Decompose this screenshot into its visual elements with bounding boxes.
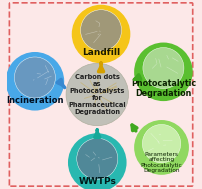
- Circle shape: [134, 120, 188, 175]
- Circle shape: [6, 52, 64, 111]
- Text: WWTPs: WWTPs: [78, 177, 116, 186]
- Text: Carbon dots
as
Photocatalysts
for
Pharmaceutical
Degradation: Carbon dots as Photocatalysts for Pharma…: [68, 74, 125, 115]
- Circle shape: [14, 57, 55, 98]
- Circle shape: [76, 138, 117, 179]
- Circle shape: [68, 133, 126, 189]
- Text: Incineration: Incineration: [6, 96, 63, 105]
- Text: Parameters
affecting
Photocatalytic
Degradation: Parameters affecting Photocatalytic Degr…: [140, 152, 182, 173]
- Circle shape: [71, 5, 130, 63]
- Text: Landfill: Landfill: [82, 48, 120, 57]
- Circle shape: [66, 63, 128, 126]
- Text: Photocatalytic
Degradation: Photocatalytic Degradation: [130, 80, 195, 98]
- Circle shape: [142, 125, 180, 163]
- Circle shape: [80, 10, 121, 51]
- Circle shape: [134, 43, 192, 101]
- Circle shape: [142, 48, 183, 88]
